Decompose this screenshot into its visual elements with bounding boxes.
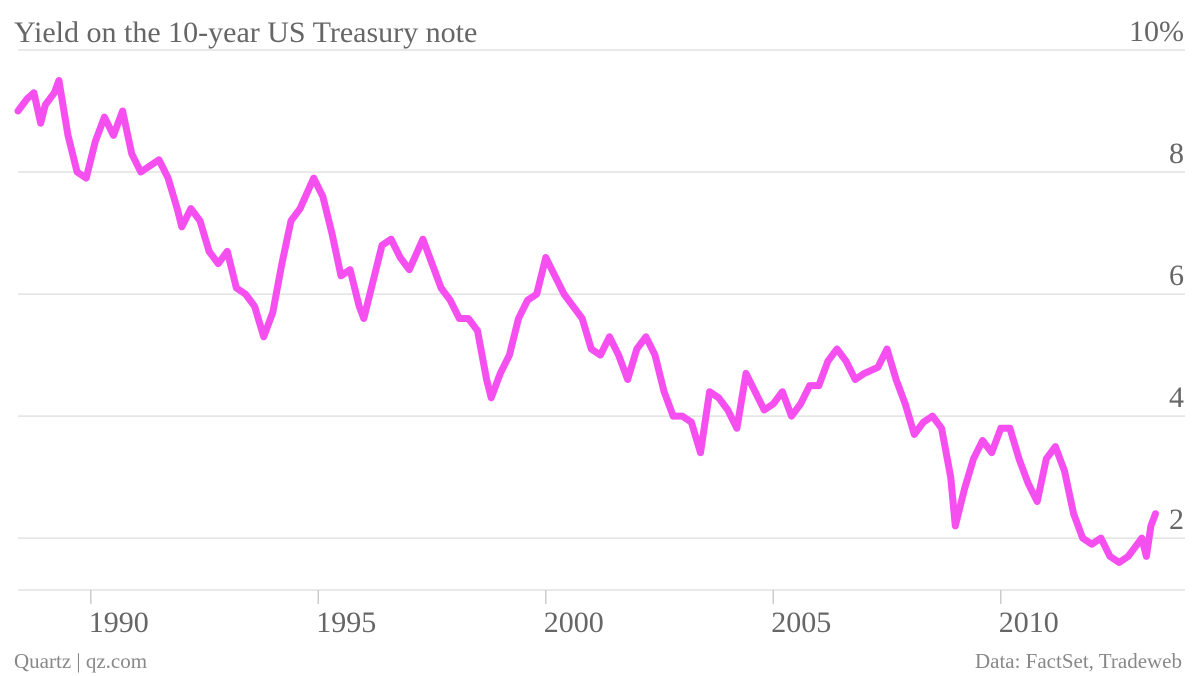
chart-title: Yield on the 10-year US Treasury note: [14, 16, 477, 49]
x-tick-label: 2010: [999, 606, 1059, 639]
y-tick-label: 10%: [1129, 15, 1184, 48]
x-tick-label: 1995: [316, 606, 376, 639]
x-tick-label: 2005: [771, 606, 831, 639]
source: Data: FactSet, Tradeweb: [975, 649, 1182, 673]
x-tick-label: 2000: [544, 606, 604, 639]
y-tick-label: 2: [1169, 503, 1184, 536]
credit: Quartz | qz.com: [14, 649, 147, 673]
y-tick-label: 8: [1169, 137, 1184, 170]
x-tick-label: 1990: [89, 606, 149, 639]
y-tick-label: 4: [1169, 381, 1184, 414]
y-tick-label: 6: [1169, 259, 1184, 292]
yield-line: [14, 77, 1159, 566]
